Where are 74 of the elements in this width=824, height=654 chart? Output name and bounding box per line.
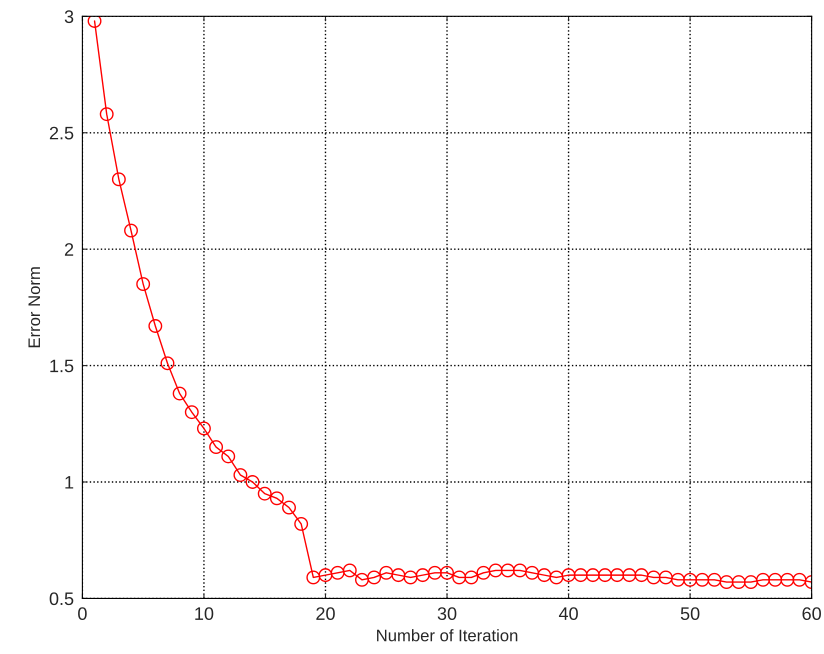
point — [416, 568, 430, 582]
point — [330, 566, 345, 580]
point — [270, 491, 284, 506]
point — [671, 572, 685, 587]
x-tick-label: 50 — [680, 607, 700, 620]
point — [246, 475, 260, 489]
point — [476, 566, 490, 580]
point — [452, 570, 466, 584]
point — [598, 568, 612, 582]
point — [525, 566, 540, 580]
point — [744, 575, 758, 590]
point — [586, 568, 600, 582]
point — [318, 568, 332, 582]
point — [622, 568, 636, 582]
point — [720, 575, 734, 590]
point — [258, 486, 272, 501]
point — [792, 572, 806, 587]
point — [184, 405, 199, 420]
point — [658, 570, 673, 584]
point — [100, 107, 114, 122]
point — [342, 564, 357, 578]
point — [221, 449, 236, 464]
point — [124, 224, 138, 238]
point — [780, 572, 794, 587]
y-tick-label: 2 — [64, 243, 74, 256]
point — [404, 570, 418, 584]
point — [172, 386, 187, 400]
point — [209, 440, 224, 454]
point — [440, 566, 454, 580]
point — [196, 422, 211, 436]
point — [88, 16, 102, 28]
point — [695, 572, 710, 587]
point — [513, 564, 527, 578]
point — [500, 564, 515, 578]
y-tick-label: 1 — [65, 476, 74, 489]
point — [732, 575, 746, 590]
point — [391, 568, 406, 582]
point — [488, 564, 503, 578]
point — [379, 566, 394, 580]
point — [610, 568, 624, 582]
y-tick-label: 0.5 — [50, 592, 74, 606]
x-tick-label: 0 — [78, 607, 87, 620]
x-tick-label: 10 — [195, 607, 214, 620]
point — [537, 568, 552, 582]
point — [136, 277, 150, 292]
x-axis-title: Number of Iteration — [377, 629, 518, 642]
y-axis-title: Error Norm — [28, 267, 40, 348]
point — [464, 570, 478, 584]
x-tick-label: 30 — [438, 607, 456, 620]
x-tick-label: 60 — [802, 607, 821, 620]
point — [707, 572, 722, 587]
point — [354, 572, 369, 587]
x-tick-label: 40 — [558, 607, 578, 620]
point — [683, 572, 698, 587]
point — [112, 172, 126, 186]
point — [646, 570, 661, 584]
point — [562, 568, 576, 582]
x-tick-label: 20 — [316, 607, 335, 620]
point — [634, 568, 648, 582]
point — [768, 572, 782, 587]
point — [233, 468, 248, 482]
point — [282, 500, 296, 515]
y-tick-label: 3 — [64, 10, 74, 24]
point — [367, 570, 382, 584]
point — [160, 356, 174, 370]
y-tick-label: 1.5 — [50, 360, 74, 372]
y-tick-label: 2.5 — [50, 126, 74, 140]
point — [148, 319, 162, 333]
point — [294, 516, 308, 531]
point — [428, 566, 442, 580]
point — [756, 572, 770, 587]
point — [574, 568, 588, 582]
point — [306, 570, 320, 584]
point — [549, 570, 564, 584]
